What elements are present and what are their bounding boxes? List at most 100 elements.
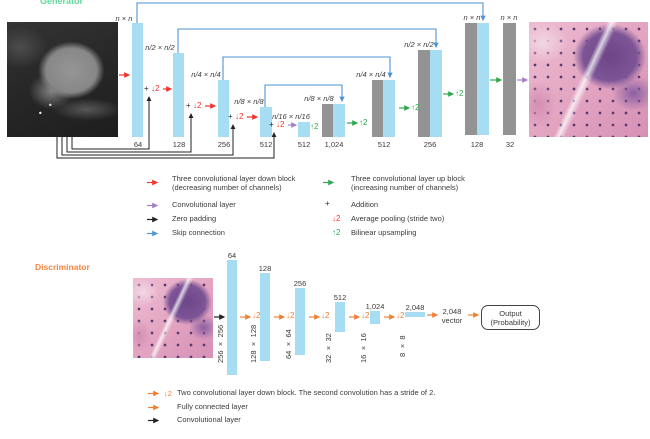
size-label: n/16 × n/16 bbox=[272, 112, 310, 121]
size-label-rotated: 16 × 16 bbox=[359, 333, 368, 363]
generator-bottleneck-bar-512 bbox=[298, 122, 310, 137]
vector-label: 2,048 vector bbox=[441, 307, 463, 325]
channels-label: 256 bbox=[423, 140, 437, 149]
stride2-label: ↓2 bbox=[361, 311, 370, 320]
channels-label: 512 bbox=[259, 140, 273, 149]
stride2-label: ↓2 bbox=[286, 311, 295, 320]
discriminator-bar-64 bbox=[227, 260, 237, 375]
discriminator-title: Discriminator bbox=[35, 262, 90, 272]
legend-text: Convolutional layer bbox=[177, 415, 241, 424]
discriminator-bar-512 bbox=[335, 302, 345, 332]
black-arrow-icon bbox=[147, 216, 159, 223]
size-label: n × n bbox=[500, 13, 518, 22]
avgpool-label: ↓2 bbox=[193, 101, 202, 110]
channels-label: 128 bbox=[172, 140, 186, 149]
add-sign: + bbox=[144, 84, 149, 93]
legend-text: Three convolutional layer down block (de… bbox=[172, 174, 296, 192]
channels-label: 2,048 bbox=[405, 303, 425, 312]
size-label-rotated: 32 × 32 bbox=[324, 333, 333, 363]
generator-encoder-bar-512 bbox=[260, 107, 272, 137]
down2-icon: ↓2 bbox=[332, 214, 341, 223]
legend-text: Average pooling (stride two) bbox=[351, 214, 445, 223]
green-arrow-icon bbox=[323, 179, 335, 186]
generator-decoder-bar-32 bbox=[503, 23, 516, 135]
generator-decoder-bar-1024-gray bbox=[322, 104, 333, 137]
stride2-label: ↓2 bbox=[321, 311, 330, 320]
channels-label: 128 bbox=[258, 264, 272, 273]
size-label-rotated: 128 × 128 bbox=[249, 324, 258, 364]
add-sign: + bbox=[269, 120, 274, 129]
blue-arrow-icon bbox=[147, 230, 159, 237]
channels-label: 1,024 bbox=[324, 140, 344, 149]
orange-arrow-icon bbox=[148, 404, 160, 411]
channels-label: 128 bbox=[470, 140, 484, 149]
legend-text: Zero padding bbox=[172, 214, 217, 223]
generator-encoder-bar-64 bbox=[132, 23, 143, 137]
size-label: n × n bbox=[463, 13, 481, 22]
channels-label: 64 bbox=[133, 140, 143, 149]
discriminator-bar-128 bbox=[260, 273, 270, 361]
generator-decoder-bar-1024-skip bbox=[333, 104, 345, 137]
generator-decoder-bar-256-gray bbox=[418, 50, 430, 137]
purple-arrow-icon bbox=[147, 202, 159, 209]
size-label: n/4 × n/4 bbox=[191, 70, 221, 79]
add-sign: + bbox=[228, 112, 233, 121]
add-sign: + bbox=[186, 101, 191, 110]
channels-label: 512 bbox=[377, 140, 391, 149]
generator-decoder-bar-512-skip bbox=[383, 80, 395, 137]
upsample-label: ↑2 bbox=[359, 118, 368, 127]
legend-text: Convolutional layer bbox=[172, 200, 236, 209]
legend-text: Fully connected layer bbox=[177, 402, 248, 411]
size-label: n/4 × n/4 bbox=[356, 70, 386, 79]
discriminator-bar-256 bbox=[295, 288, 305, 355]
legend-text: Addition bbox=[351, 200, 379, 209]
upsample-label: ↑2 bbox=[455, 89, 464, 98]
generator-encoder-bar-128 bbox=[173, 53, 184, 137]
orange-arrow-icon bbox=[148, 390, 160, 397]
size-label: n/8 × n/8 bbox=[234, 97, 264, 106]
channels-label: 256 bbox=[293, 279, 307, 288]
generator-encoder-bar-256 bbox=[218, 80, 229, 137]
generator-decoder-bar-128-skip bbox=[477, 23, 489, 135]
discriminator-input-histology-image bbox=[133, 278, 213, 358]
size-label-rotated: 256 × 256 bbox=[216, 324, 225, 364]
avgpool-label: ↓2 bbox=[151, 84, 160, 93]
generator-title: Generator bbox=[40, 0, 84, 6]
channels-label: 512 bbox=[297, 140, 311, 149]
up2-icon: ↑2 bbox=[332, 228, 341, 237]
legend-text: Skip connection bbox=[172, 228, 225, 237]
legend-text: Bilinear upsampling bbox=[351, 228, 417, 237]
size-label: n/2 × n/2 bbox=[145, 43, 175, 52]
legend-text: Two convolutional layer down block. The … bbox=[177, 388, 436, 397]
stride2-label: ↓2 bbox=[396, 311, 405, 320]
size-label: n × n bbox=[115, 14, 133, 23]
legend-text: Three convolutional layer up block (incr… bbox=[351, 174, 465, 192]
discriminator-bar-1024 bbox=[370, 311, 380, 324]
channels-label: 512 bbox=[333, 293, 347, 302]
generator-decoder-bar-512-gray bbox=[372, 80, 383, 137]
avgpool-label: ↓2 bbox=[276, 120, 285, 129]
upsample-label: ↑2 bbox=[310, 122, 319, 131]
channels-label: 32 bbox=[505, 140, 515, 149]
stride2-label: ↓2 bbox=[252, 311, 261, 320]
avgpool-label: ↓2 bbox=[235, 112, 244, 121]
plus-icon: + bbox=[325, 199, 330, 208]
generator-decoder-bar-128-gray bbox=[465, 23, 477, 135]
size-label: n/2 × n/2 bbox=[404, 40, 434, 49]
channels-label: 256 bbox=[217, 140, 231, 149]
red-arrow-icon bbox=[147, 179, 159, 186]
discriminator-bar-2048 bbox=[405, 312, 425, 317]
size-label-rotated: 64 × 64 bbox=[284, 329, 293, 359]
size-label: n/8 × n/8 bbox=[304, 94, 334, 103]
black-arrow-icon bbox=[148, 417, 160, 424]
output-probability-box: Output (Probability) bbox=[481, 305, 540, 330]
channels-label: 64 bbox=[227, 251, 237, 260]
generator-output-histology-image bbox=[529, 22, 648, 137]
generator-decoder-bar-256-skip bbox=[430, 50, 442, 137]
down2-icon: ↓2 bbox=[164, 389, 172, 398]
upsample-label: ↑2 bbox=[411, 103, 420, 112]
channels-label: 1,024 bbox=[365, 302, 385, 311]
size-label-rotated: 8 × 8 bbox=[398, 335, 407, 357]
